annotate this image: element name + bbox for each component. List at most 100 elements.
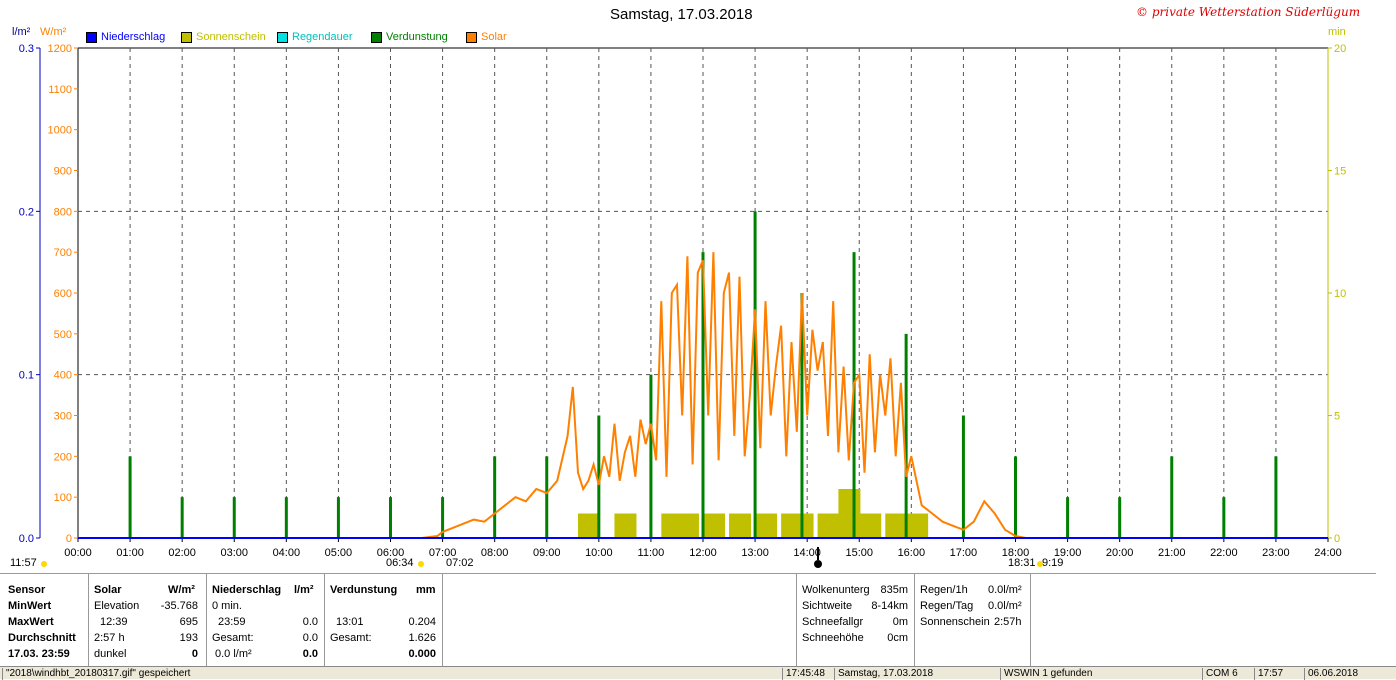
solar-tick-label: 1200 — [48, 43, 72, 55]
stats-evap-unit: mm — [416, 584, 436, 596]
stats-evap-total-label: Gesamt: — [330, 632, 372, 644]
stats-row-min: MinWert — [8, 600, 52, 612]
sunshine-bar — [755, 513, 778, 538]
legend-label-sonnenschein: Sonnenschein — [196, 31, 266, 43]
sunshine-bar — [906, 513, 929, 538]
solar-tick-label: 200 — [54, 451, 72, 463]
x-tick-label: 01:00 — [116, 547, 144, 559]
status-bar: "2018\windhbt_20180317.gif" gespeichert … — [0, 666, 1396, 680]
sunset-label: 18:31 — [1008, 557, 1036, 569]
stats-divider — [206, 574, 207, 666]
stats-solar-current-value: 0 — [191, 648, 198, 660]
stats-snowline-value: 0m — [892, 616, 908, 628]
solar-tick-label: 400 — [54, 370, 72, 382]
rain-tick-label: 0.0 — [19, 533, 34, 545]
sunset-icon — [1037, 561, 1043, 567]
solar-tick-label: 700 — [54, 247, 72, 259]
stats-rainday-label: Regen/Tag — [920, 600, 974, 612]
solar-tick-label: 300 — [54, 411, 72, 423]
stats-evap-total-value: 1.626 — [408, 632, 436, 644]
solar-tick-label: 900 — [54, 166, 72, 178]
stats-rain-min-label: 0 min. — [212, 600, 242, 612]
stats-rain-total-label: Gesamt: — [212, 632, 254, 644]
x-tick-label: 10:00 — [585, 547, 613, 559]
stats-sunshine-value: 2:57h — [994, 616, 1022, 628]
rain-tick-label: 0.3 — [19, 43, 34, 55]
sunshine-bar — [578, 513, 600, 538]
moonrise-icon — [41, 561, 47, 567]
stats-row-max: MaxWert — [8, 616, 54, 628]
sunshine-bar — [838, 489, 861, 538]
stats-rain1h-value: 0.0l/m² — [988, 584, 1022, 596]
stats-solar-unit: W/m² — [168, 584, 195, 596]
status-clock: 17:57 — [1254, 668, 1304, 680]
solar-tick-label: 0 — [66, 533, 72, 545]
solar-tick-label: 600 — [54, 288, 72, 300]
stats-solar-min-label: Elevation — [94, 600, 140, 612]
minute-tick-label: 10 — [1334, 288, 1346, 300]
x-tick-label: 22:00 — [1210, 547, 1238, 559]
stats-snowline-label: Schneefallgr — [802, 616, 864, 628]
sunshine-bar — [885, 513, 908, 538]
stats-panel: Sensor MinWert MaxWert Durchschnitt 17.0… — [0, 573, 1376, 666]
status-today: 06.06.2018 — [1304, 668, 1396, 680]
minute-tick-label: 20 — [1334, 43, 1346, 55]
stats-rain-total-value: 0.0 — [302, 632, 318, 644]
stats-divider — [1030, 574, 1031, 666]
x-tick-label: 05:00 — [325, 547, 353, 559]
x-tick-label: 09:00 — [533, 547, 561, 559]
x-tick-label: 03:00 — [220, 547, 248, 559]
sunshine-bar — [729, 513, 752, 538]
legend-swatch-solar — [466, 32, 477, 43]
x-tick-label: 14:00 — [793, 547, 821, 559]
stats-solar-header: Solar — [94, 584, 122, 596]
solar-tick-label: 1100 — [48, 84, 72, 96]
stats-rain-max-value: 0.0 — [302, 616, 318, 628]
x-tick-label: 12:00 — [689, 547, 717, 559]
stats-divider — [914, 574, 915, 666]
stats-rain-current-value: 0.0 — [302, 648, 318, 660]
copyright-label: © private Wetterstation Süderlügum — [1136, 5, 1361, 19]
x-tick-label: 19:00 — [1054, 547, 1082, 559]
stats-rain-unit: l/m² — [294, 584, 314, 596]
stats-divider — [324, 574, 325, 666]
stats-divider — [88, 574, 89, 666]
sunshine-bar — [703, 513, 725, 538]
rain-tick-label: 0.2 — [19, 206, 34, 218]
legend-swatch-regendauer — [277, 32, 288, 43]
moonrise-label: 11:57 — [10, 557, 37, 569]
moon-phase-icon — [814, 560, 822, 568]
legend-label-verdunstung: Verdunstung — [386, 31, 448, 43]
sunshine-bar — [614, 513, 637, 538]
minute-tick-label: 5 — [1334, 411, 1340, 423]
legend-swatch-verdunstung — [371, 32, 382, 43]
chart: 0.30.20.10.01200110010009008007006005004… — [19, 43, 1346, 568]
x-tick-label: 24:00 — [1314, 547, 1342, 559]
stats-divider — [442, 574, 443, 666]
left-unit-rain: l/m² — [12, 26, 31, 38]
chart-title: Samstag, 17.03.2018 — [610, 6, 753, 23]
x-tick-label: 07:00 — [429, 547, 457, 559]
stats-evap-current-value: 0.000 — [408, 648, 436, 660]
status-wswin: WSWIN 1 gefunden — [1000, 668, 1200, 680]
stats-rain-current-label: 0.0 l/m² — [215, 648, 252, 660]
stats-cloudbase-label: Wolkenunterg — [802, 584, 870, 596]
minute-tick-label: 15 — [1334, 166, 1346, 178]
stats-visibility-label: Sichtweite — [802, 600, 853, 612]
x-tick-label: 20:00 — [1106, 547, 1134, 559]
stats-snowdepth-label: Schneehöhe — [802, 632, 864, 644]
dusk-label: 9:19 — [1042, 557, 1064, 569]
stats-visibility-value: 8-14km — [871, 600, 908, 612]
x-tick-label: 21:00 — [1158, 547, 1186, 559]
stats-solar-min-value: -35.768 — [160, 600, 198, 612]
stats-solar-avg-value: 193 — [179, 632, 198, 644]
status-saved-file: "2018\windhbt_20180317.gif" gespeichert — [2, 668, 781, 680]
x-tick-label: 17:00 — [950, 547, 978, 559]
stats-evap-max-label: 13:01 — [336, 616, 364, 628]
dawn-label: 07:02 — [446, 557, 474, 569]
x-tick-label: 15:00 — [845, 547, 873, 559]
minute-tick-label: 0 — [1334, 533, 1340, 545]
stats-solar-max-label: 12:39 — [100, 616, 128, 628]
status-time: 17:45:48 — [782, 668, 834, 680]
sunrise-icon — [418, 561, 424, 567]
